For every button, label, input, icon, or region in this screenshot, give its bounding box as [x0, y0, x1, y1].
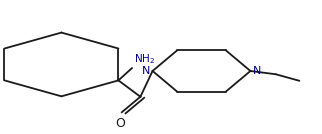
- Text: N: N: [253, 66, 261, 76]
- Text: O: O: [115, 117, 125, 130]
- Text: N: N: [141, 66, 150, 76]
- Text: NH$_2$: NH$_2$: [134, 53, 155, 66]
